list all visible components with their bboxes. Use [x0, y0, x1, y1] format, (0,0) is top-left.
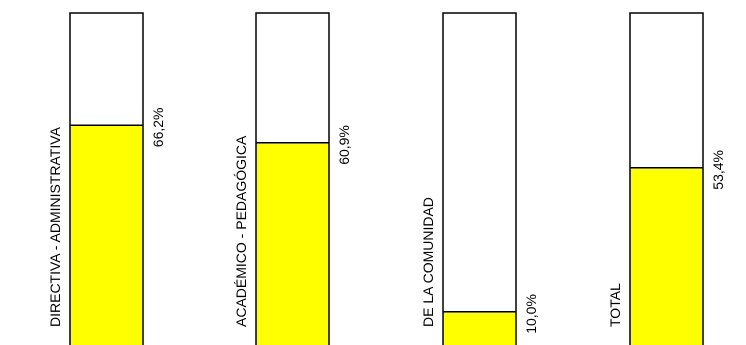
bar-outline-1 [69, 12, 144, 345]
category-label-4: TOTAL [607, 283, 623, 327]
bar-empty-4 [630, 13, 703, 168]
bar-outline-3 [442, 12, 517, 345]
value-label-2: 60,9% [336, 125, 352, 165]
category-label-1: DIRECTIVA - ADMINISTRATIVA [47, 126, 63, 327]
bar-empty-1 [70, 13, 143, 126]
bar-fill-1 [70, 125, 143, 345]
value-label-4: 53,4% [710, 150, 726, 190]
value-label-3: 10,0% [523, 294, 539, 334]
bar-outline-2 [255, 12, 330, 345]
category-label-2: ACADÉMICO - PEDAGÓGICA [233, 135, 249, 327]
value-label-1: 66,2% [150, 108, 166, 148]
bar-empty-3 [443, 13, 516, 312]
bar-empty-2 [256, 13, 329, 143]
bar-fill-2 [256, 142, 329, 345]
bar-fill-3 [443, 311, 516, 345]
category-label-3: DE LA COMUNIDAD [420, 197, 436, 327]
bar-outline-4 [629, 12, 704, 345]
bar-fill-4 [630, 167, 703, 345]
